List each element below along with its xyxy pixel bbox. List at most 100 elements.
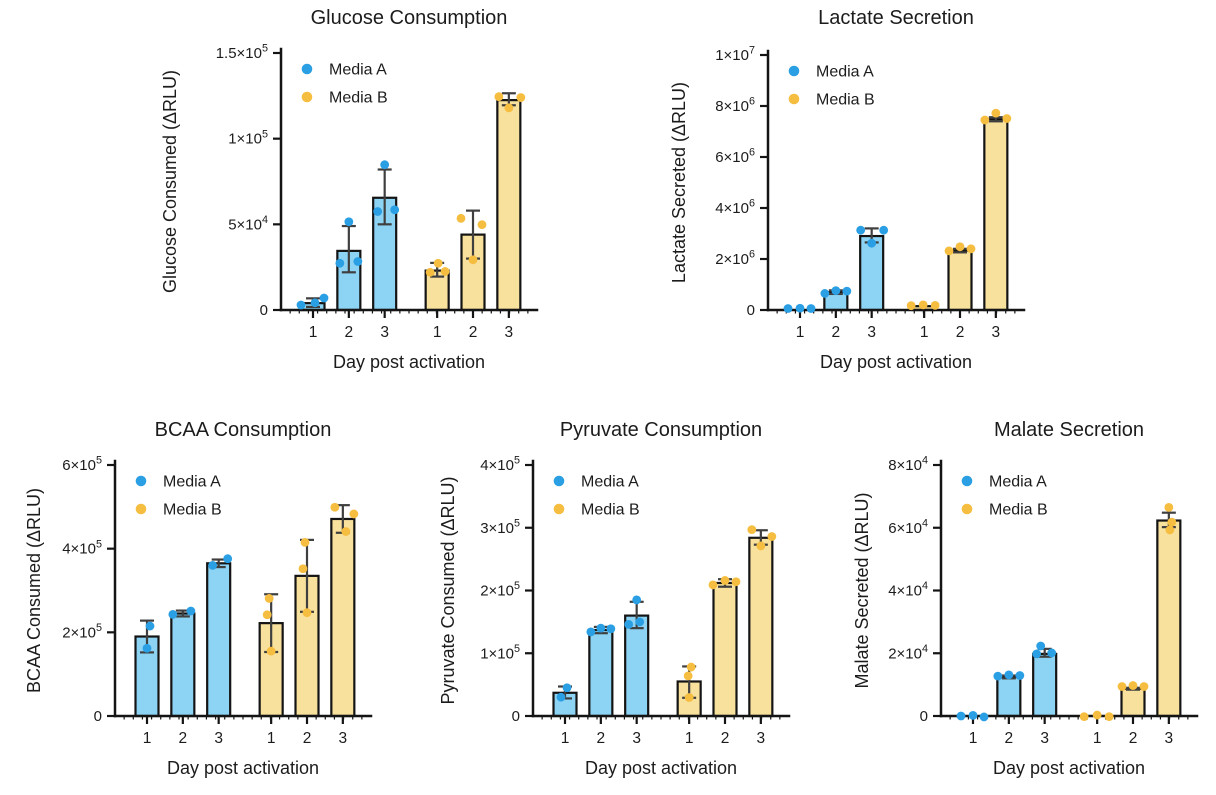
legend-label: Media B (581, 502, 640, 519)
x-tick-label: 2 (1005, 730, 1014, 747)
bar (1120, 687, 1146, 718)
x-tick-label: 2 (303, 730, 312, 747)
legend: Media A Media B (788, 64, 875, 109)
data-point (624, 619, 634, 629)
data-point (300, 537, 310, 547)
data-point (1092, 710, 1102, 720)
legend-label: Media B (329, 90, 388, 107)
data-point (720, 576, 730, 585)
chart-pyruvate-consumption: Pyruvate Consumption 0 1×105 2×105 3×105 4×10… (418, 403, 814, 795)
bars (823, 118, 1009, 312)
legend-marker-media-b (788, 93, 800, 105)
y-tick-label: 2×106 (715, 249, 755, 268)
bar (947, 249, 973, 312)
bar (996, 675, 1022, 718)
data-point (980, 115, 990, 125)
y-axis-label: Pyruvate Consumed (ΔRLU) (438, 476, 458, 704)
x-axis-label: Day post activation (993, 758, 1145, 778)
error-bars (1001, 511, 1176, 691)
bar (983, 118, 1009, 312)
x-tick-label: 2 (1129, 730, 1138, 747)
data-point (1117, 682, 1127, 691)
y-tick-label: 4×105 (62, 538, 102, 557)
legend: Media A Media B (553, 474, 640, 519)
data-point (842, 286, 852, 296)
data-point (145, 621, 155, 631)
chart-svg: Glucose Consumption 0 5×104 1×105 1.5×105 1 2 3… (160, 7, 539, 372)
x-tick-label: 1 (433, 324, 442, 341)
data-points (956, 502, 1177, 722)
data-point (208, 561, 218, 570)
x-tick-label: 1 (143, 730, 152, 747)
data-point (1036, 641, 1046, 651)
y-tick-label: 0 (260, 302, 268, 319)
data-point (440, 267, 450, 276)
data-point (335, 258, 345, 268)
data-point (979, 712, 989, 722)
y-tick-label: 1×105 (480, 643, 520, 662)
legend: Media A Media B (135, 474, 222, 519)
data-point (918, 300, 928, 310)
data-point (783, 304, 793, 313)
x-axis-label: Day post activation (333, 352, 485, 372)
data-point (390, 205, 400, 215)
y-tick-label: 1×107 (715, 45, 755, 64)
data-point (223, 554, 233, 564)
data-point (635, 617, 645, 627)
y-tick-label: 6×106 (715, 147, 755, 166)
x-tick-label: 2 (345, 324, 354, 341)
data-point (731, 577, 741, 587)
data-point (142, 643, 152, 653)
data-point (468, 255, 478, 265)
data-point (966, 244, 976, 254)
legend-label: Media A (329, 62, 387, 79)
data-point (968, 710, 978, 720)
data-point (867, 238, 877, 248)
y-axis-label: BCAA Consumed (ΔRLU) (24, 488, 44, 693)
x-axis-label: Day post activation (167, 758, 319, 778)
legend-marker-media-b (553, 503, 565, 515)
data-point (756, 541, 766, 551)
data-point (993, 671, 1003, 681)
data-point (1164, 502, 1174, 512)
y-axis-label: Malate Secreted (ΔRLU) (852, 492, 872, 688)
x-tick-label: 3 (632, 730, 641, 747)
data-point (606, 624, 616, 634)
y-tick-label: 4×106 (715, 198, 755, 217)
y-tick-label: 0 (512, 708, 520, 725)
chart-title: Glucose Consumption (311, 7, 508, 29)
data-point (806, 304, 816, 313)
data-point (433, 258, 443, 268)
legend-label: Media B (816, 92, 875, 109)
y-axis-label: Glucose Consumed (ΔRLU) (160, 70, 180, 293)
legend-marker-media-a (961, 475, 973, 487)
data-point (684, 693, 694, 702)
x-axis-ticks: 1 2 3 1 2 3 (776, 310, 1016, 341)
bar (496, 99, 522, 312)
data-point (747, 525, 757, 535)
data-point (302, 608, 312, 618)
x-axis-label: Day post activation (585, 758, 737, 778)
y-tick-label: 1.5×105 (216, 43, 268, 62)
x-axis-ticks: 1 2 3 1 2 3 (123, 716, 363, 747)
x-tick-label: 2 (721, 730, 730, 747)
data-point (1004, 670, 1014, 680)
legend-label: Media A (581, 474, 639, 491)
legend-marker-media-a (135, 475, 147, 487)
chart-svg: Lactate Secretion 0 2×106 4×106 6×106 8×106 1×… (669, 7, 1026, 372)
legend-marker-media-b (301, 91, 313, 103)
data-point (373, 207, 383, 216)
data-point (1128, 681, 1138, 690)
bar (330, 517, 356, 718)
data-point (1104, 712, 1114, 722)
bar (206, 562, 232, 718)
chart-lactate-secretion: Lactate Secretion 0 2×106 4×106 6×106 8×106 1×… (640, 0, 1110, 400)
x-tick-label: 1 (1093, 730, 1102, 747)
x-tick-label: 2 (469, 324, 478, 341)
x-axis-ticks: 1 2 3 1 2 3 (541, 716, 781, 747)
data-points (556, 525, 777, 702)
data-point (944, 246, 954, 256)
data-point (504, 103, 514, 113)
x-tick-label: 2 (179, 730, 188, 747)
